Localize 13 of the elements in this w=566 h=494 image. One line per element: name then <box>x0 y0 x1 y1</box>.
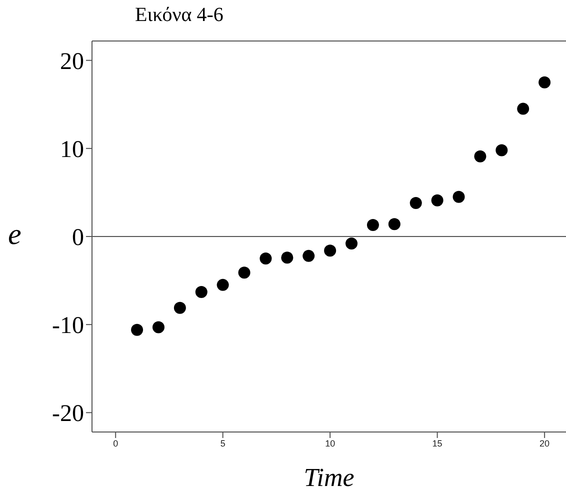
x-axis-title: Time <box>304 463 354 492</box>
y-tick-label: 10 <box>60 136 84 163</box>
x-tick-label: 0 <box>113 438 118 448</box>
x-tick-label: 20 <box>540 438 550 448</box>
y-tick-label: -20 <box>52 401 84 428</box>
y-tick-label: 20 <box>60 48 84 75</box>
y-tick-label: 0 <box>72 225 84 252</box>
x-tick-label: 5 <box>220 438 226 448</box>
x-tick-label: 15 <box>432 438 442 448</box>
y-tick-label: -10 <box>52 313 84 340</box>
chart-title: Εικόνα 4-6 <box>135 4 224 27</box>
y-axis-title: e <box>8 218 22 252</box>
x-tick-label: 10 <box>325 438 336 448</box>
